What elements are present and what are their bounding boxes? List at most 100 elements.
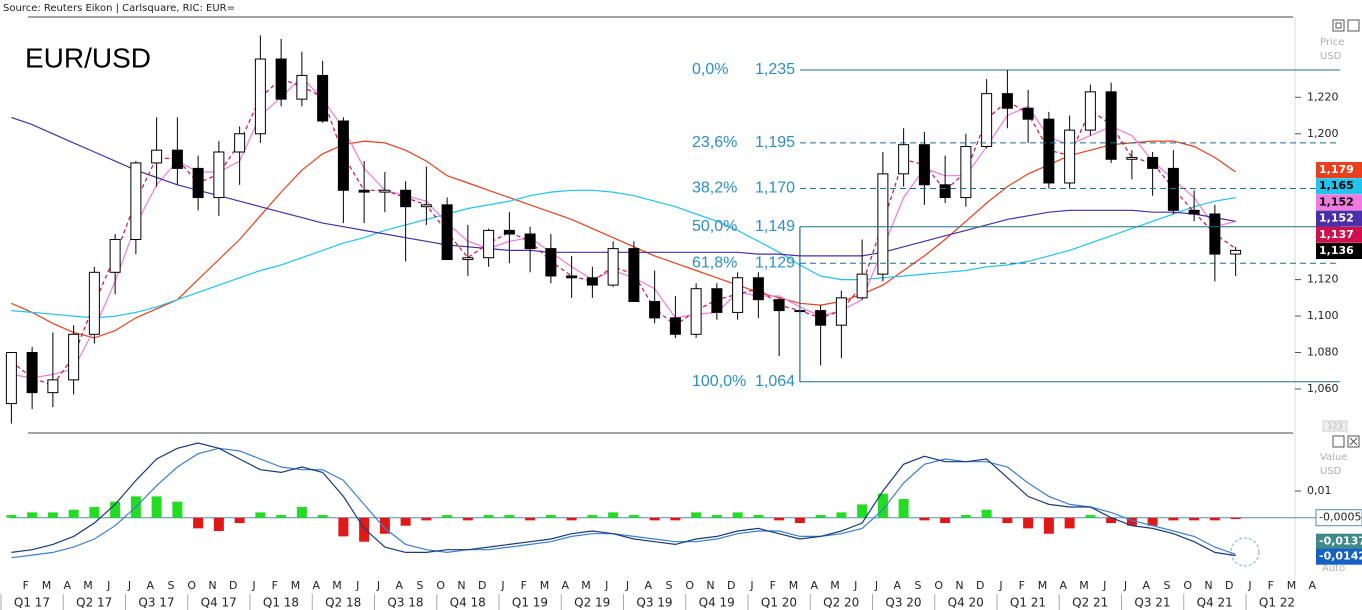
candle-body xyxy=(1043,118,1055,184)
badge-box xyxy=(1322,420,1348,432)
candle-body xyxy=(1188,209,1200,215)
histogram-bar xyxy=(753,515,764,518)
x-tick-label: O xyxy=(685,579,694,592)
moving-average xyxy=(11,189,1236,319)
candle-body xyxy=(1105,91,1117,160)
x-tick-label: F xyxy=(272,579,278,592)
histogram-bar xyxy=(1209,517,1220,521)
histogram-bar xyxy=(400,517,411,526)
fib-value: 1,129 xyxy=(755,254,795,271)
x-tick-label: J xyxy=(604,579,608,592)
x-tick-label: O xyxy=(1183,579,1192,592)
candle-body xyxy=(275,58,287,100)
histogram-bar xyxy=(1147,517,1158,526)
x-tick-label: N xyxy=(706,579,714,592)
y-tick-label: 0,01 xyxy=(1307,484,1332,497)
quarter-label: Q1 20 xyxy=(761,596,797,610)
quarter-label: Q4 21 xyxy=(1197,596,1233,610)
histogram-bar xyxy=(442,515,453,518)
candle-body xyxy=(5,352,17,405)
candle-body xyxy=(26,352,38,394)
histogram-bar xyxy=(276,515,287,518)
quarter-label: Q4 19 xyxy=(699,596,735,610)
histogram-bar xyxy=(919,517,930,521)
x-tick-label: N xyxy=(208,579,216,592)
fib-percent: 50,0% xyxy=(692,218,737,235)
histogram-bar xyxy=(732,512,743,518)
last-value-label-box xyxy=(1316,533,1362,550)
histogram-bar xyxy=(47,512,58,518)
x-tick-label: S xyxy=(417,579,424,592)
quarter-label: Q4 20 xyxy=(948,596,984,610)
last-close-label: 1,136 xyxy=(1319,244,1354,257)
x-tick-label: A xyxy=(1142,579,1150,592)
quarter-label: Q2 18 xyxy=(325,596,361,610)
histogram-bar xyxy=(234,517,245,524)
candle-body xyxy=(1064,129,1076,184)
candle-body xyxy=(296,74,308,100)
histogram-bar xyxy=(462,517,473,521)
x-tick-label: M xyxy=(291,579,301,592)
last-value-box xyxy=(1315,509,1362,527)
histogram-bar xyxy=(504,515,515,518)
candle-body xyxy=(628,248,640,302)
candle-body xyxy=(88,271,100,335)
histogram-bar xyxy=(1168,517,1179,521)
x-tick-label: A xyxy=(1308,579,1316,592)
histogram-bar xyxy=(317,515,328,518)
candle-body xyxy=(1209,213,1221,255)
histogram-bar xyxy=(1126,517,1137,526)
quarter-label: Q2 17 xyxy=(76,596,112,610)
last-value-label: -0,0142 xyxy=(1319,550,1362,563)
candle-body xyxy=(607,248,619,286)
candle-body xyxy=(856,273,868,299)
fib-percent: 38,2% xyxy=(692,180,737,197)
histogram-bar xyxy=(483,515,494,518)
histogram-bar xyxy=(359,517,370,542)
candle-body xyxy=(524,233,536,250)
x-tick-label: F xyxy=(1268,579,1274,592)
histogram-bar xyxy=(1085,515,1096,518)
candle-body xyxy=(317,74,329,122)
x-tick-label: F xyxy=(521,579,527,592)
histogram-bar xyxy=(608,512,619,518)
histogram-bar xyxy=(691,512,702,518)
candle-body xyxy=(732,277,744,313)
candle-body xyxy=(877,173,889,275)
candle-body xyxy=(835,297,847,326)
last-value-label: 1,152 xyxy=(1319,212,1354,225)
last-value-label: -0,0137 xyxy=(1319,535,1362,548)
candle-body xyxy=(234,133,246,153)
histogram-bar xyxy=(1189,517,1200,521)
histogram-bar xyxy=(877,493,888,518)
x-tick-label: A xyxy=(312,579,320,592)
x-tick-label: J xyxy=(1123,579,1127,592)
macd-line xyxy=(11,442,1236,557)
last-close-label-box xyxy=(1316,243,1362,259)
x-tick-label: F xyxy=(770,579,776,592)
x-tick-label: M xyxy=(1038,579,1048,592)
y-tick-label: 1,100 xyxy=(1307,309,1339,322)
candle-body xyxy=(1022,107,1034,120)
x-tick-label: S xyxy=(915,579,922,592)
candle-body xyxy=(192,167,204,199)
candle-body xyxy=(379,189,391,193)
x-tick-label: M xyxy=(332,579,342,592)
x-tick-label: J xyxy=(749,579,753,592)
quarter-label: Q1 17 xyxy=(14,596,50,610)
histogram-bar xyxy=(379,517,390,534)
x-tick-label: J xyxy=(625,579,629,592)
candle-body xyxy=(171,149,183,169)
histogram-bar xyxy=(857,504,868,518)
histogram-bar xyxy=(815,515,826,518)
histogram-bar xyxy=(27,512,38,518)
histogram-bar xyxy=(1002,517,1013,524)
candle-body xyxy=(918,144,930,186)
quarter-label: Q2 21 xyxy=(1072,596,1108,610)
candle-body xyxy=(939,184,951,199)
candle-body xyxy=(1167,167,1179,211)
fib-percent: 0,0% xyxy=(692,61,728,78)
candle-body xyxy=(898,144,910,175)
x-tick-label: F xyxy=(1019,579,1025,592)
